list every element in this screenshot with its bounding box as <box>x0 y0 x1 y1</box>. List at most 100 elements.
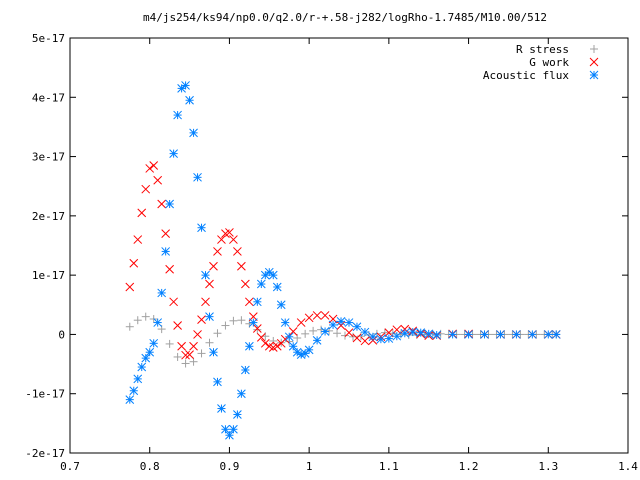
data-point <box>268 270 278 280</box>
data-point <box>272 282 282 292</box>
data-point <box>181 359 190 368</box>
legend-label: Acoustic flux <box>483 69 569 82</box>
data-point <box>233 410 242 419</box>
data-point <box>241 365 250 375</box>
data-point <box>328 320 338 330</box>
data-point <box>252 297 262 307</box>
data-point <box>149 338 159 348</box>
data-point <box>288 341 298 351</box>
data-point <box>256 279 266 289</box>
data-point <box>269 336 278 345</box>
legend-label: G work <box>529 56 569 69</box>
data-point <box>189 357 198 366</box>
data-point <box>129 386 139 396</box>
data-point <box>141 312 150 321</box>
data-point <box>189 128 198 138</box>
series-g-work <box>125 161 561 360</box>
data-point <box>169 297 178 307</box>
x-tick-label: 1.2 <box>459 460 479 473</box>
data-point <box>145 164 155 173</box>
data-point <box>173 352 182 361</box>
data-point <box>193 330 202 339</box>
data-point <box>256 333 266 342</box>
axes: 0.7 0.8 0.9 1 1.1 1.2 1.3 1.4 -2e-17 -1e-17 0 1e-17… <box>25 32 638 473</box>
y-tick-label: 4e-17 <box>32 91 65 104</box>
data-point <box>376 334 386 344</box>
data-point <box>320 311 330 320</box>
legend-marker <box>590 45 598 53</box>
data-point <box>213 247 222 256</box>
data-point <box>237 389 246 399</box>
data-point <box>344 318 354 327</box>
data-point <box>301 329 310 338</box>
legend-marker <box>589 70 599 80</box>
y-tick-label: 2e-17 <box>32 210 65 223</box>
data-point <box>213 329 222 338</box>
data-point <box>185 95 194 105</box>
x-tick-label: 1.4 <box>618 460 638 473</box>
data-point <box>248 318 258 327</box>
data-point <box>229 424 238 434</box>
data-point <box>165 199 174 209</box>
data-point <box>165 339 174 348</box>
series-r-stress <box>125 312 561 368</box>
data-point <box>237 316 246 325</box>
data-point <box>137 362 147 372</box>
data-point <box>181 350 190 360</box>
data-point <box>253 325 262 334</box>
data-point <box>125 322 134 331</box>
data-point <box>309 326 318 335</box>
data-point <box>284 332 294 342</box>
data-point <box>527 330 537 339</box>
data-point <box>512 330 521 339</box>
x-tick-label: 0.9 <box>219 460 239 473</box>
data-point <box>496 330 505 339</box>
data-point <box>304 313 314 323</box>
data-point <box>336 317 346 326</box>
data-point <box>280 318 290 327</box>
data-point <box>543 330 553 339</box>
data-point <box>551 330 561 339</box>
data-point <box>197 349 206 358</box>
data-point <box>336 321 346 330</box>
data-point <box>205 312 214 321</box>
y-tick-label: 0 <box>58 328 65 341</box>
data-point <box>225 228 234 237</box>
data-point <box>368 332 378 342</box>
data-point <box>141 353 151 363</box>
series-acoustic-flux <box>125 81 561 440</box>
data-point <box>312 336 322 345</box>
data-point <box>125 282 135 292</box>
x-tick-label: 1.3 <box>538 460 558 473</box>
chart-title: m4/js254/ks94/np0.0/q2.0/r-+.58-j282/log… <box>143 11 547 24</box>
data-point <box>133 316 142 325</box>
data-point <box>153 175 163 185</box>
data-point <box>260 338 270 348</box>
data-point <box>252 324 262 333</box>
y-tick-label: 5e-17 <box>32 32 65 45</box>
data-point <box>209 347 218 357</box>
data-point <box>360 336 370 346</box>
data-point <box>157 288 167 298</box>
data-point <box>237 261 246 271</box>
data-point <box>360 327 370 337</box>
data-point <box>129 258 139 268</box>
data-point <box>392 325 402 335</box>
data-point <box>197 223 206 233</box>
data-point <box>448 330 457 339</box>
data-point <box>153 318 163 327</box>
data-point <box>209 261 218 271</box>
data-point <box>165 264 174 274</box>
data-point <box>201 270 210 280</box>
data-point <box>241 279 250 289</box>
data-point <box>352 333 362 343</box>
data-point <box>225 430 234 440</box>
data-point <box>217 404 226 413</box>
data-point <box>189 341 198 351</box>
data-point <box>320 327 330 336</box>
data-point <box>221 424 230 434</box>
x-tick-label: 1.1 <box>379 460 399 473</box>
x-tick-label: 0.8 <box>140 460 160 473</box>
data-point <box>201 297 210 307</box>
